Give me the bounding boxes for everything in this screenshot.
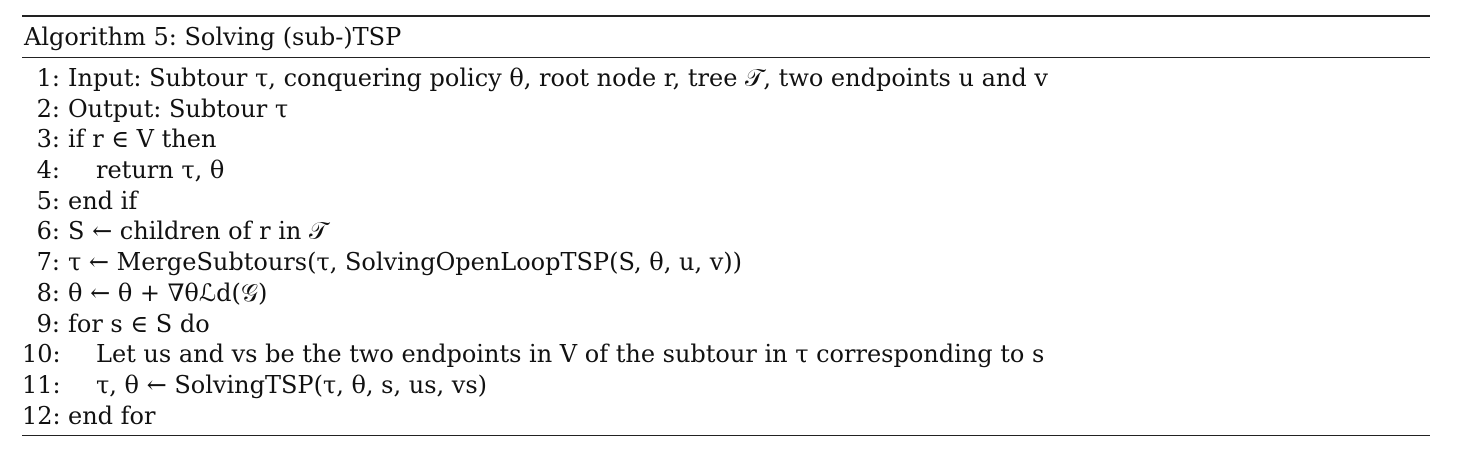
line-text: τ, θ ← SolvingTSP(τ, θ, s, us, vs): [96, 370, 488, 399]
line-number: 10:: [22, 340, 61, 369]
algorithm-line: 9: for s ∈ S do: [22, 309, 1430, 340]
line-number: 6:: [36, 217, 60, 246]
line-text: Let us and vs be the two endpoints in V …: [96, 340, 1045, 369]
algorithm-line: 10: Let us and vs be the two endpoints i…: [22, 339, 1430, 370]
line-text: for s ∈ S do: [68, 309, 210, 338]
algorithm-lines: 1: Input: Subtour τ, conquering policy θ…: [22, 58, 1430, 435]
line-text: end for: [68, 401, 156, 430]
line-text: τ ← MergeSubtours(τ, SolvingOpenLoopTSP(…: [68, 248, 742, 277]
bottom-rule: [22, 435, 1430, 437]
line-number: 3:: [36, 125, 60, 154]
caption-rule: [22, 57, 1430, 58]
algorithm-line: 2: Output: Subtour τ: [22, 94, 1430, 125]
line-number: 5:: [36, 186, 60, 215]
line-text: end if: [68, 186, 138, 215]
line-text: θ ← θ + ∇θℒd(𝒢): [68, 278, 268, 307]
algorithm-line: 1: Input: Subtour τ, conquering policy θ…: [22, 63, 1430, 94]
algorithm-caption: Algorithm 5: Solving (sub-)TSP: [24, 23, 402, 51]
line-number: 8:: [36, 278, 60, 307]
algorithm-line: 5: end if: [22, 186, 1430, 217]
line-text: return τ, θ: [96, 156, 225, 185]
algorithm-line: 11: τ, θ ← SolvingTSP(τ, θ, s, us, vs): [22, 370, 1430, 401]
line-text: S ← children of r in 𝒯: [68, 217, 328, 246]
algorithm-line: 7: τ ← MergeSubtours(τ, SolvingOpenLoopT…: [22, 247, 1430, 278]
line-number: 1:: [36, 64, 60, 92]
line-text: if r ∈ V then: [68, 125, 217, 154]
algorithm-line: 8: θ ← θ + ∇θℒd(𝒢): [22, 278, 1430, 309]
line-number: 4:: [36, 156, 60, 185]
algorithm-line: 6: S ← children of r in 𝒯: [22, 216, 1430, 247]
line-number: 11:: [22, 370, 61, 399]
line-number: 9:: [36, 309, 60, 338]
line-text: Input: Subtour τ, conquering policy θ, r…: [68, 64, 1048, 92]
algorithm-line: 4: return τ, θ: [22, 155, 1430, 186]
line-number: 7:: [36, 248, 60, 277]
algorithm-line: 12: end for: [22, 401, 1430, 432]
top-rule: [22, 15, 1430, 17]
algorithm-block: Algorithm 5: Solving (sub-)TSP 1: Input:…: [22, 15, 1430, 437]
algorithm-line: 3: if r ∈ V then: [22, 124, 1430, 155]
line-text: Output: Subtour τ: [68, 94, 289, 123]
line-number: 2:: [36, 94, 60, 123]
line-number: 12:: [22, 401, 61, 430]
